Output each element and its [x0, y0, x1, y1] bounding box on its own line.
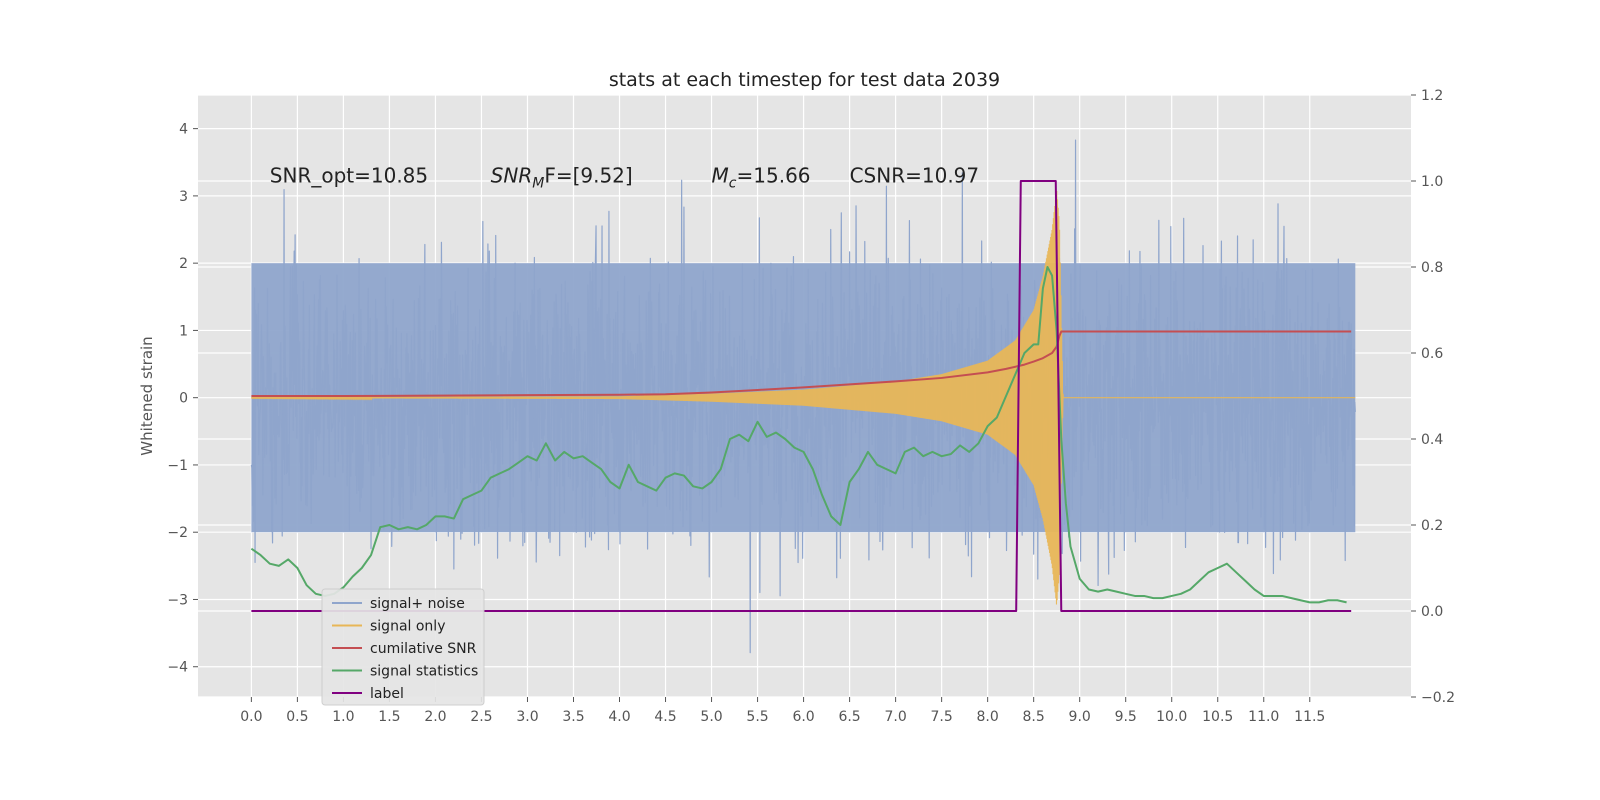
- x-tick-label: 1.0: [332, 709, 354, 725]
- annotation-snr_opt: SNR_opt=10.85: [270, 163, 428, 187]
- x-tick-label: 4.0: [608, 709, 630, 725]
- x-tick-label: 6.0: [792, 709, 814, 725]
- x-tick-label: 9.0: [1069, 709, 1091, 725]
- y-tick-label: 0: [179, 391, 188, 407]
- annotation-subscript: c: [729, 175, 737, 191]
- x-tick-label: 2.0: [424, 709, 446, 725]
- legend-entry: cumilative SNR: [370, 641, 477, 657]
- annotation-text: F=[9.52]: [544, 163, 632, 187]
- x-tick-label: 11.0: [1248, 709, 1279, 725]
- y2-tick-label: 0.8: [1421, 260, 1443, 276]
- annotation-text: CSNR=10.97: [850, 163, 980, 187]
- annotation-text: SNR: [491, 163, 533, 187]
- x-tick-label: 10.0: [1156, 709, 1187, 725]
- x-tick-label: 7.5: [930, 709, 952, 725]
- chart-title: stats at each timestep for test data 203…: [609, 69, 1000, 91]
- data-layer: [250, 139, 1356, 654]
- y2-tick-label: −0.2: [1421, 690, 1455, 706]
- y2-tick-label: 0.0: [1421, 604, 1443, 620]
- x-tick-label: 0.0: [240, 709, 262, 725]
- x-tick-label: 4.5: [654, 709, 676, 725]
- y-axis-label: Whitened strain: [138, 336, 156, 455]
- y-tick-label: −4: [167, 660, 188, 676]
- series-signal-only-line: [250, 190, 1356, 605]
- x-tick-label: 8.0: [977, 709, 999, 725]
- legend-entry: signal statistics: [370, 664, 478, 680]
- legend-entry: label: [370, 686, 404, 702]
- x-tick-label: 9.5: [1115, 709, 1137, 725]
- y-tick-label: −1: [167, 458, 188, 474]
- y2-tick-label: 1.2: [1421, 88, 1443, 104]
- y-tick-label: −2: [167, 525, 188, 541]
- x-tick-label: 5.5: [746, 709, 768, 725]
- x-tick-label: 3.5: [562, 709, 584, 725]
- x-tick-label: 6.5: [838, 709, 860, 725]
- y-tick-label: 3: [179, 189, 188, 205]
- annotation-csnr: CSNR=10.97: [850, 163, 980, 187]
- series-signal-noise-line: [250, 139, 1356, 654]
- legend-entry: signal only: [370, 619, 445, 635]
- legend-entry: signal+ noise: [370, 596, 465, 612]
- y-tick-label: 2: [179, 256, 188, 272]
- y-tick-label: 1: [179, 323, 188, 339]
- legend-box: [321, 588, 485, 706]
- x-tick-label: 3.0: [516, 709, 538, 725]
- annotation-text: SNR_opt=10.85: [270, 163, 428, 187]
- series-label-line: [251, 180, 1352, 612]
- y2-tick-label: 0.2: [1421, 518, 1443, 534]
- annotation-subscript: M: [532, 175, 544, 191]
- x-tick-label: 10.5: [1202, 709, 1233, 725]
- annotation-text: M: [712, 163, 729, 187]
- series-cumulative-snr-line: [251, 330, 1352, 397]
- x-tick-label: 8.5: [1023, 709, 1045, 725]
- annotation-text: =15.66: [737, 163, 811, 187]
- x-tick-label: 0.5: [286, 709, 308, 725]
- x-tick-label: 11.5: [1294, 709, 1325, 725]
- y2-tick-label: 0.4: [1421, 432, 1443, 448]
- x-tick-label: 5.0: [700, 709, 722, 725]
- series-signal-statistics-line: [250, 266, 1347, 604]
- y2-tick-label: 0.6: [1421, 346, 1443, 362]
- x-tick-label: 2.5: [470, 709, 492, 725]
- annotation-mc: Mc=15.66: [712, 163, 811, 191]
- x-tick-label: 7.0: [884, 709, 906, 725]
- x-tick-label: 1.5: [378, 709, 400, 725]
- annotation-snr_mf: SNRMF=[9.52]: [491, 163, 633, 191]
- y-tick-label: 4: [179, 122, 188, 138]
- y2-tick-label: 1.0: [1421, 174, 1443, 190]
- y-tick-label: −3: [167, 592, 188, 608]
